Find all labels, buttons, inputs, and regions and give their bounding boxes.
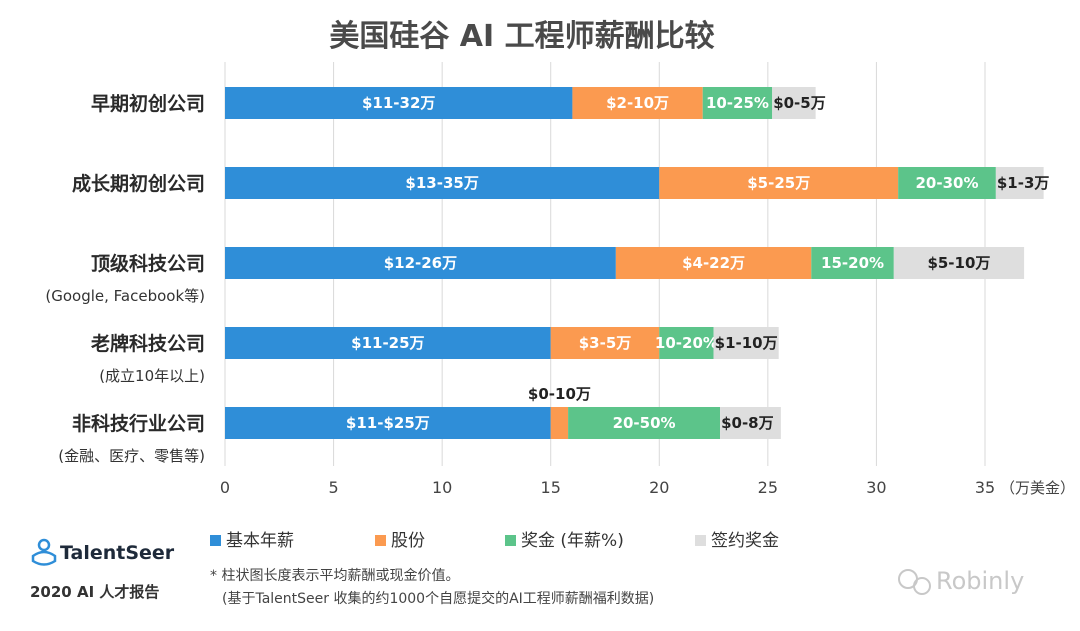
bar-signing	[995, 167, 1044, 199]
x-tick-label: 25	[758, 478, 778, 497]
bar-bonus	[811, 247, 894, 279]
data-label-signing: $1-10万	[715, 334, 778, 352]
bar-equity	[659, 167, 899, 199]
wechat-icon-2	[913, 577, 931, 595]
report-title: 2020 AI 人才报告	[30, 583, 159, 601]
bar-base	[225, 87, 573, 119]
chart-title: 美国硅谷 AI 工程师薪酬比较	[329, 19, 714, 54]
bar-signing	[772, 87, 816, 119]
category-label: 顶级科技公司	[91, 252, 205, 275]
legend-swatch-equity	[375, 535, 386, 546]
data-label-signing: $0-5万	[773, 94, 826, 112]
watermark: Robinly	[898, 567, 1024, 595]
data-label-base: $11-32万	[362, 94, 435, 112]
data-label-base: $11-$25万	[346, 414, 430, 432]
category-sublabel: (成立10年以上)	[99, 367, 205, 385]
bar-bonus	[659, 327, 714, 359]
bar-base	[225, 167, 660, 199]
legend: 基本年薪 股份 奖金 (年薪%) 签约奖金	[210, 531, 779, 551]
footnote-line-2: (基于TalentSeer 收集的约1000个自愿提交的AI工程师薪酬福利数据)	[222, 590, 654, 607]
x-axis-unit: （万美金）	[1000, 479, 1075, 497]
bar-signing	[713, 327, 779, 359]
data-label-bonus: 20-50%	[613, 414, 676, 432]
category-label: 成长期初创公司	[72, 172, 205, 195]
category-label: 早期初创公司	[91, 92, 205, 115]
bar-series: $11-32万 $2-10万 10-25% $0-5万 $13-35万 $5-25万 20-…	[225, 87, 1049, 439]
x-tick-label: 10	[432, 478, 452, 497]
data-label-base: $12-26万	[384, 254, 457, 272]
data-label-equity: $5-25万	[747, 174, 810, 192]
logo-body-icon	[31, 550, 57, 566]
talentseer-logo: TalentSeer	[31, 538, 175, 566]
bar-bonus	[898, 167, 996, 199]
bar-equity	[615, 247, 812, 279]
data-label-base: $11-25万	[351, 334, 424, 352]
x-tick-label: 30	[866, 478, 886, 497]
category-label: 非科技行业公司	[72, 412, 205, 435]
bar-equity	[572, 87, 703, 119]
bar-bonus	[702, 87, 773, 119]
legend-label: 股份	[391, 531, 425, 551]
bar-base	[225, 407, 551, 439]
logo-head-icon	[37, 538, 51, 552]
legend-label: 奖金 (年薪%)	[521, 531, 624, 551]
legend-swatch-signing	[695, 535, 706, 546]
footnote-line-1: * 柱状图长度表示平均薪酬或现金价值。	[210, 568, 459, 584]
data-label-signing: $0-8万	[721, 414, 774, 432]
legend-swatch-bonus	[505, 535, 516, 546]
data-label-equity: $4-22万	[682, 254, 745, 272]
watermark-text: Robinly	[936, 567, 1024, 595]
data-label-signing: $5-10万	[927, 254, 990, 272]
data-label-signing: $1-3万	[997, 174, 1050, 192]
data-label-bonus: 20-30%	[915, 174, 978, 192]
brand-name: TalentSeer	[60, 542, 175, 564]
data-label-equity: $2-10万	[606, 94, 669, 112]
legend-label: 基本年薪	[226, 531, 294, 551]
data-label-bonus: 10-20%	[655, 334, 718, 352]
bar-signing	[893, 247, 1025, 279]
legend-label: 签约奖金	[711, 531, 779, 551]
data-label-equity: $0-10万	[528, 385, 591, 403]
x-axis-ticks: 0 5 10 15 20 25 30 35	[220, 478, 995, 497]
category-sublabel: (Google, Facebook等)	[45, 287, 205, 305]
bar-base	[225, 327, 551, 359]
x-tick-label: 15	[541, 478, 561, 497]
category-sublabel: (金融、医疗、零售等)	[58, 447, 205, 465]
bar-base	[225, 247, 616, 279]
legend-swatch-base	[210, 535, 221, 546]
data-label-bonus: 10-25%	[706, 94, 769, 112]
x-tick-label: 20	[649, 478, 669, 497]
bar-equity	[550, 327, 660, 359]
x-tick-label: 0	[220, 478, 230, 497]
bar-bonus	[568, 407, 721, 439]
x-tick-label: 5	[328, 478, 338, 497]
data-label-base: $13-35万	[405, 174, 478, 192]
bar-equity	[550, 407, 569, 439]
data-label-bonus: 15-20%	[821, 254, 884, 272]
bar-signing	[720, 407, 781, 439]
category-label: 老牌科技公司	[91, 332, 205, 355]
data-label-equity: $3-5万	[579, 334, 632, 352]
x-tick-label: 35	[975, 478, 995, 497]
